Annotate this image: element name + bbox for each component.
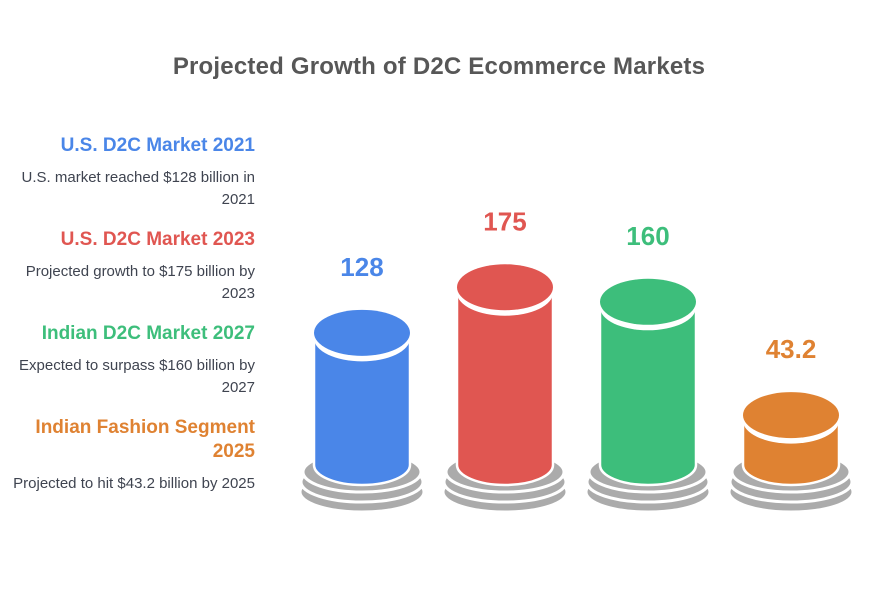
legend-item-description: Projected to hit $43.2 billion by 2025	[13, 475, 255, 492]
page-title: Projected Growth of D2C Ecommerce Market…	[172, 53, 706, 80]
cylinder-bar: 175	[441, 206, 569, 514]
legend-item-heading: U.S. D2C Market 2021	[60, 135, 255, 156]
legend-item-india-2027: Indian D2C Market 2027 Expected to surpa…	[8, 322, 255, 399]
legend-item-heading: Indian Fashion Segment 2025	[35, 417, 255, 462]
legend-item-us-2021: U.S. D2C Market 2021 U.S. market reached…	[8, 134, 255, 211]
bar-value-label: 43.2	[766, 334, 817, 364]
legend-item-us-2023: U.S. D2C Market 2023 Projected growth to…	[8, 228, 255, 305]
legend-item-description: Projected growth to $175 billion by 2023	[25, 263, 255, 302]
bar-value-label: 128	[340, 252, 383, 282]
cylinder-lid	[314, 309, 410, 356]
cylinder-body	[312, 331, 412, 487]
legend-item-description: U.S. market reached $128 billion in 2021	[21, 169, 255, 208]
cylinder-bar: 128	[298, 252, 426, 514]
legend-item-heading: Indian D2C Market 2027	[41, 323, 255, 344]
cylinder-lid	[600, 278, 696, 325]
cylinder-lid	[457, 264, 553, 311]
cylinder-body	[598, 300, 698, 487]
cylinder-bar: 43.2	[727, 334, 855, 514]
legend-item-description: Expected to surpass $160 billion by 2027	[19, 357, 255, 396]
bar-value-label: 175	[483, 206, 526, 236]
legend-item-heading: U.S. D2C Market 2023	[60, 229, 255, 250]
bar-value-label: 160	[626, 221, 669, 251]
cylinder-body	[455, 286, 555, 487]
legend-panel: U.S. D2C Market 2021 U.S. market reached…	[8, 134, 255, 512]
cylinder-lid	[743, 392, 839, 439]
cylinder-bar: 160	[584, 221, 712, 514]
legend-item-india-fashion-2025: Indian Fashion Segment 2025 Projected to…	[8, 416, 255, 495]
